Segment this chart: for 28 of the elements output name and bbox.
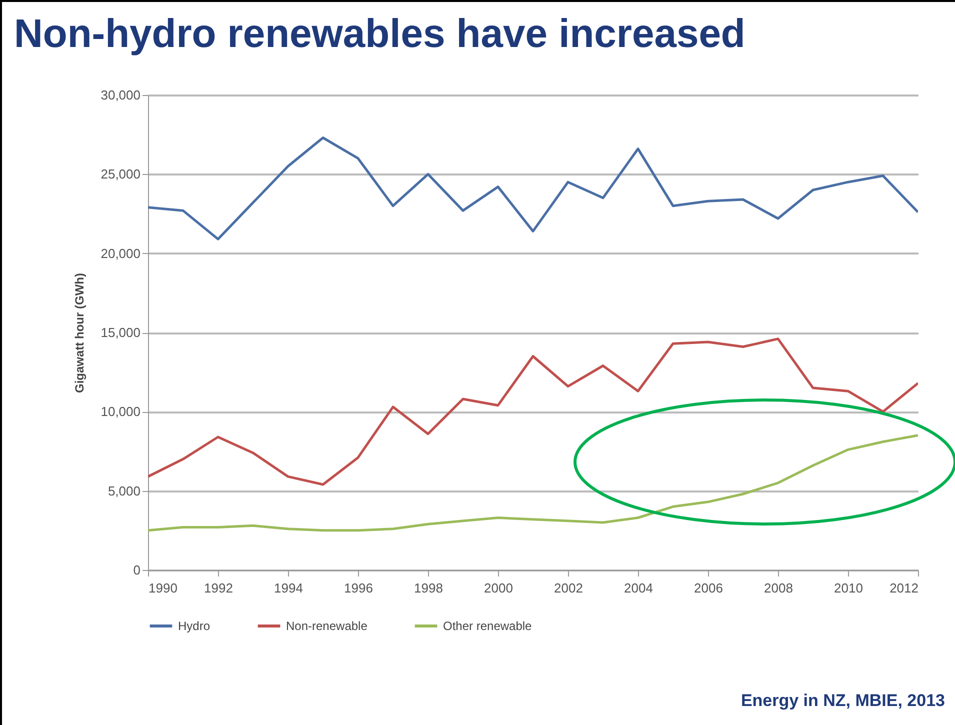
line-series <box>148 338 918 486</box>
x-tick-label: 2004 <box>624 580 653 596</box>
x-tick-label: 1992 <box>204 580 233 596</box>
x-tick-label: 2012 <box>890 580 918 596</box>
line-series <box>148 136 918 240</box>
legend-label: Other renewable <box>443 619 532 633</box>
y-tick-label: 30,000 <box>100 88 140 102</box>
y-tick-label: 20,000 <box>100 246 140 261</box>
x-tick-label: 2008 <box>764 580 793 596</box>
x-tick-label: 2002 <box>554 580 583 596</box>
x-tick-label: 2006 <box>694 580 723 596</box>
legend-label: Hydro <box>178 619 210 633</box>
x-tick-label: 1998 <box>414 580 443 596</box>
y-tick-label: 5,000 <box>108 483 140 498</box>
x-tick-label: 2000 <box>484 580 513 596</box>
y-tick-label: 25,000 <box>100 166 140 182</box>
y-axis-title: Gigawatt hour (GWh) <box>72 273 87 393</box>
y-tick-label: 15,000 <box>100 325 140 340</box>
y-tick-label: 0 <box>133 562 140 578</box>
text: Energy in NZ, MBIE, 2013 <box>740 691 945 711</box>
chart-title: Non-hydro renewables have increased <box>14 12 746 57</box>
x-tick-label: 1990 <box>148 580 178 596</box>
x-tick-label: 1996 <box>344 580 373 596</box>
x-tick-label: 1994 <box>274 580 303 596</box>
y-tick-label: 10,000 <box>100 404 140 420</box>
legend-label: Non-renewable <box>286 619 368 633</box>
line-series <box>148 434 918 532</box>
x-tick-label: 2010 <box>834 580 863 596</box>
